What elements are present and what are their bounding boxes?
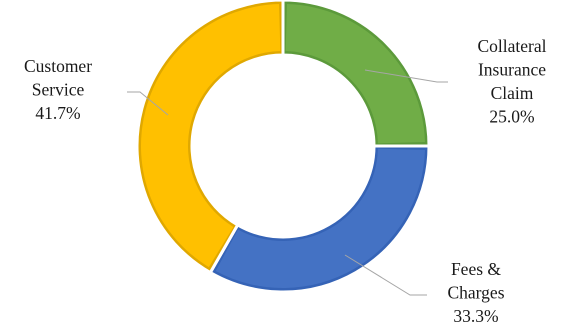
- category-label-line: Fees &: [451, 259, 501, 279]
- percent-label: 41.7%: [35, 103, 80, 123]
- data-label-1: Fees & Charges 33.3%: [447, 259, 504, 326]
- category-label-line: Insurance: [478, 60, 546, 80]
- category-label-line: Collateral: [477, 36, 546, 56]
- slice-face-1: [215, 148, 425, 288]
- category-label-line: Claim: [491, 83, 534, 103]
- data-labels-layer: Collateral Insurance Claim 25.0% Fees & Charg…: [24, 36, 547, 326]
- leader-line-0: [364, 69, 448, 83]
- percent-label: 25.0%: [489, 107, 534, 127]
- slice-face-0: [285, 4, 425, 144]
- percent-label: 33.3%: [453, 306, 498, 326]
- category-label-line: Service: [32, 80, 85, 100]
- leader-line-2: [127, 91, 169, 116]
- data-label-0: Collateral Insurance Claim 25.0%: [477, 36, 546, 127]
- leader-line-1: [344, 254, 427, 296]
- data-label-2: Customer Service 41.7%: [24, 56, 92, 123]
- category-label-line: Charges: [447, 283, 504, 303]
- leader-lines-layer: [127, 69, 448, 296]
- category-label-line: Customer: [24, 56, 92, 76]
- slices-layer: [135, 0, 431, 294]
- slice-face-2: [141, 4, 281, 268]
